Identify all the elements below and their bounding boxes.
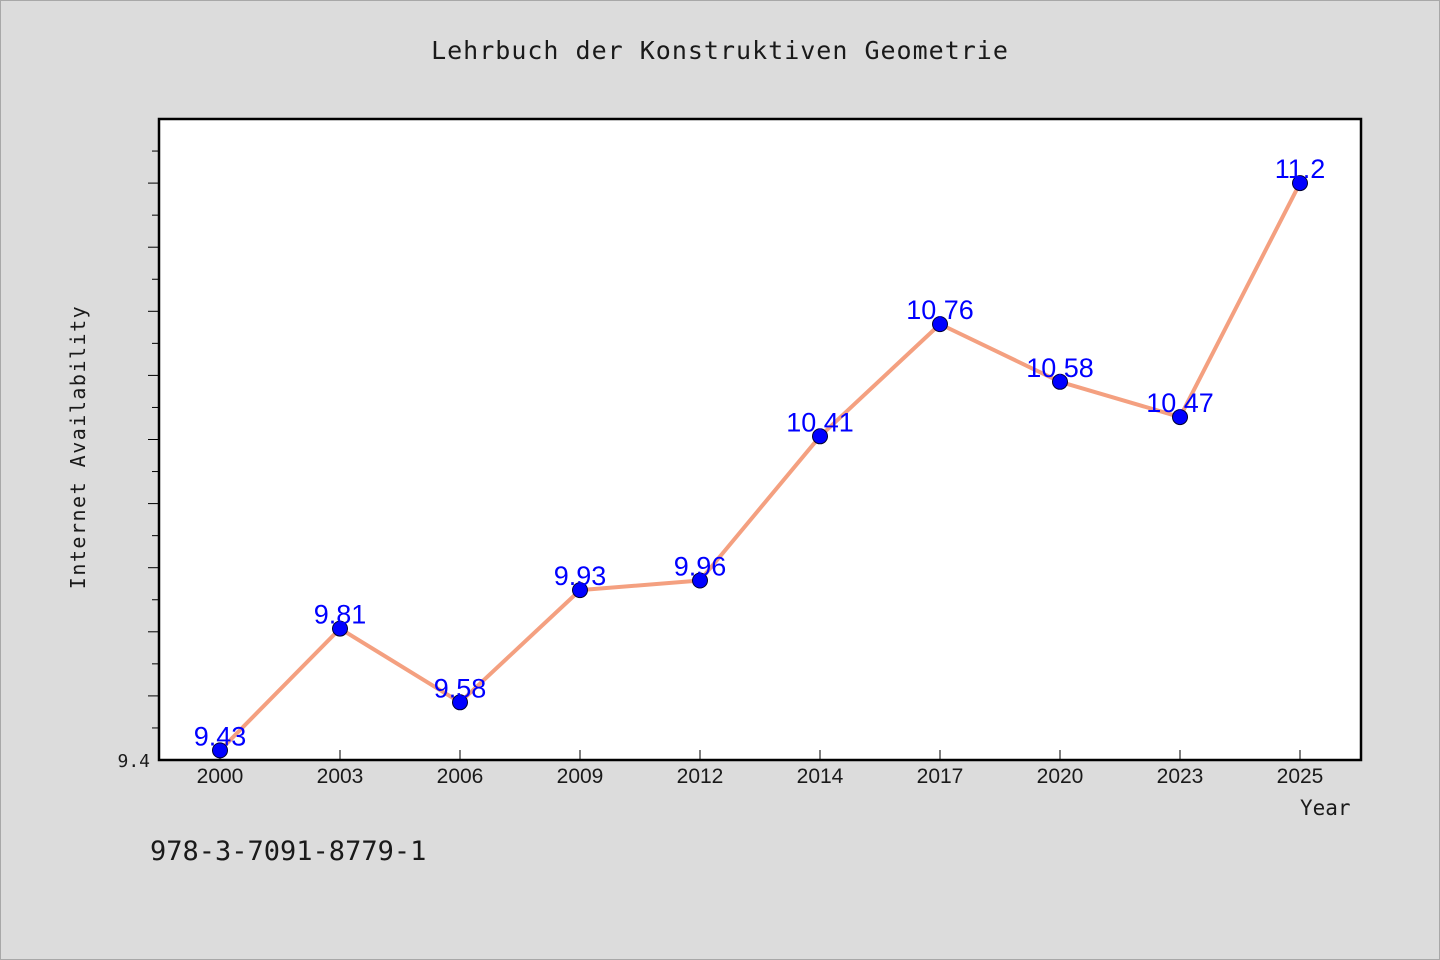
x-tick-label: 2012 bbox=[677, 765, 724, 788]
plot-area bbox=[157, 117, 1363, 762]
markers-layer bbox=[212, 175, 1308, 759]
data-label: 10.76 bbox=[906, 295, 974, 325]
data-point bbox=[932, 316, 948, 333]
x-tick-label: 2009 bbox=[557, 765, 604, 788]
x-tick-label: 2023 bbox=[1157, 765, 1204, 788]
series-layer bbox=[218, 181, 1302, 753]
y-axis-ticks: 9.4 bbox=[117, 150, 159, 772]
x-axis-ticks: 2000 2003 2006 2009 2012 2014 2017 2020 2023 2025 bbox=[197, 750, 1324, 788]
data-point bbox=[1292, 175, 1308, 192]
data-point bbox=[1052, 373, 1068, 390]
data-label: 9.43 bbox=[194, 721, 247, 751]
data-point bbox=[692, 572, 708, 589]
data-point bbox=[572, 582, 588, 599]
x-tick-label: 2025 bbox=[1277, 765, 1324, 788]
x-tick-label: 2020 bbox=[1037, 765, 1084, 788]
x-tick-label: 2000 bbox=[197, 765, 244, 788]
data-label: 9.96 bbox=[674, 552, 727, 582]
chart-title: Lehrbuch der Konstruktiven Geometrie bbox=[431, 36, 1009, 65]
x-tick-label: 2014 bbox=[797, 765, 844, 788]
data-label: 10.41 bbox=[786, 407, 854, 437]
data-labels-layer: 9.43 9.81 9.58 9.93 9.96 10.41 10.76 10.58 10.47… bbox=[194, 154, 1326, 751]
data-label: 9.93 bbox=[554, 561, 607, 591]
data-label: 11.2 bbox=[1275, 154, 1326, 184]
x-tick-label: 2003 bbox=[317, 765, 364, 788]
data-point bbox=[1172, 409, 1188, 426]
x-axis-label: Year bbox=[1300, 796, 1351, 820]
data-label: 9.58 bbox=[434, 673, 487, 703]
series-line bbox=[218, 181, 1302, 753]
isbn-text: 978-3-7091-8779-1 bbox=[150, 836, 427, 867]
data-point bbox=[812, 428, 828, 445]
data-point bbox=[212, 742, 228, 759]
data-point bbox=[452, 694, 468, 711]
y-tick-label: 9.4 bbox=[117, 751, 150, 772]
x-tick-label: 2006 bbox=[437, 765, 484, 788]
data-label: 9.81 bbox=[314, 600, 367, 630]
data-label: 10.47 bbox=[1146, 388, 1214, 418]
data-point bbox=[332, 620, 348, 637]
data-label: 10.58 bbox=[1026, 353, 1094, 383]
x-tick-label: 2017 bbox=[917, 765, 964, 788]
